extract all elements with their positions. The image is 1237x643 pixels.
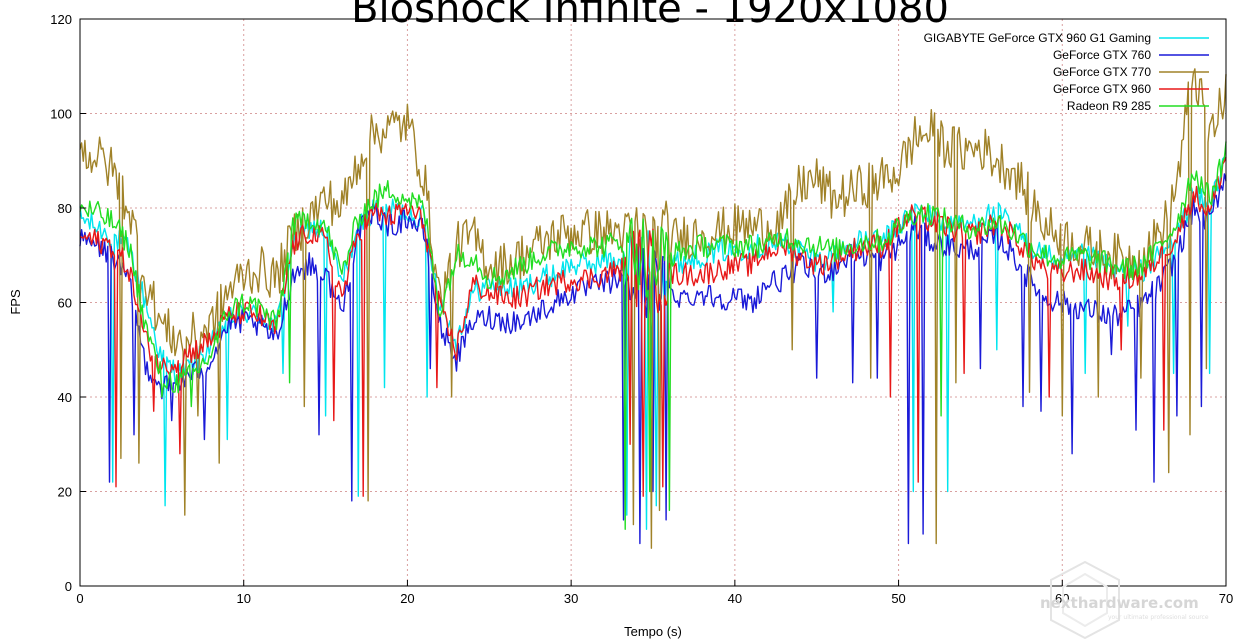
y-tick-label: 100 [50,107,72,122]
x-tick-label: 10 [236,591,250,606]
y-tick-label: 60 [58,296,72,311]
series-lines [79,68,1227,549]
legend-label: GeForce GTX 760 [1053,48,1151,62]
watermark-text: nexthardware.com [1040,594,1199,612]
chart-title: Bioshock Infinite - 1920x1080 [351,0,949,32]
y-tick-label: 40 [58,390,72,405]
x-tick-label: 70 [1219,591,1233,606]
legend-label: GIGABYTE GeForce GTX 960 G1 Gaming [924,31,1151,45]
legend-label: Radeon R9 285 [1067,99,1151,113]
legend-label: GeForce GTX 960 [1053,82,1151,96]
y-axis-label: FPS [8,289,23,315]
series-line [79,141,1227,530]
y-tick-label: 20 [58,485,72,500]
x-tick-label: 20 [400,591,414,606]
x-axis-label: Tempo (s) [624,624,682,639]
watermark-tagline: your ultimate professional source [1108,614,1209,621]
watermark-logo-icon [1050,560,1120,640]
legend: GIGABYTE GeForce GTX 960 G1 Gaming GeForc… [924,31,1209,113]
series-line [79,156,1227,497]
series-line [79,68,1227,549]
legend-label: GeForce GTX 770 [1053,65,1151,79]
x-tick-label: 30 [564,591,578,606]
y-tick-label: 120 [50,12,72,27]
x-tick-label: 40 [728,591,742,606]
x-tick-label: 50 [891,591,905,606]
series-line [79,173,1227,545]
x-tick-label: 0 [76,591,83,606]
y-tick-label: 80 [58,201,72,216]
watermark: nexthardware.com your ultimate professio… [1040,560,1209,640]
y-tick-label: 0 [65,579,72,594]
